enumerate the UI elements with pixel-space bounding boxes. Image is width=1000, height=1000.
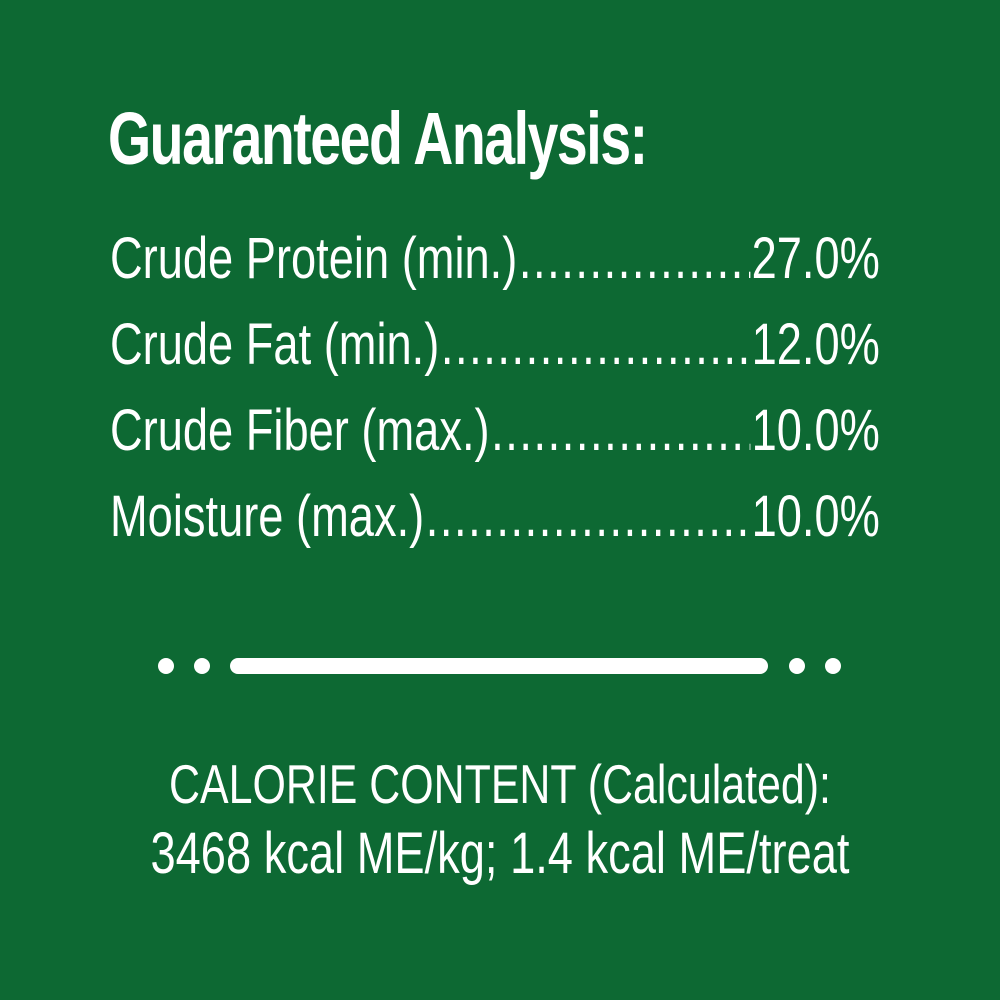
dot-leader: ........................................…: [491, 402, 750, 460]
divider-dot: [158, 658, 174, 674]
row-label: Crude Fat (min.): [110, 312, 440, 377]
row-value: 10.0%: [751, 398, 880, 463]
dot-leader: ........................................…: [440, 316, 751, 374]
divider-bar: [230, 658, 768, 674]
divider-dot: [194, 658, 210, 674]
analysis-row-crude-fat: Crude Fat (min.) .......................…: [110, 316, 880, 374]
dot-leader: ........................................…: [425, 488, 751, 546]
guaranteed-analysis-title: Guaranteed Analysis:: [108, 97, 648, 180]
row-value: 10.0%: [751, 484, 880, 549]
divider-dot: [825, 658, 841, 674]
row-label: Crude Fiber (max.): [110, 398, 490, 463]
row-label: Moisture (max.): [110, 484, 425, 549]
calorie-content-heading: CALORIE CONTENT (Calculated):: [169, 753, 831, 815]
row-value: 27.0%: [751, 226, 880, 291]
analysis-row-crude-fiber: Crude Fiber (max.) .....................…: [110, 402, 880, 460]
row-label: Crude Protein (min.): [110, 226, 518, 291]
analysis-row-moisture: Moisture (max.) ........................…: [110, 488, 880, 546]
calorie-content-values: 3468 kcal ME/kg; 1.4 kcal ME/treat: [150, 821, 850, 886]
dot-leader: ........................................…: [518, 230, 750, 288]
row-value: 12.0%: [751, 312, 880, 377]
divider-dot: [789, 658, 805, 674]
analysis-row-crude-protein: Crude Protein (min.) ...................…: [110, 230, 880, 288]
analysis-rows: Crude Protein (min.) ...................…: [110, 230, 880, 574]
divider: [0, 658, 1000, 674]
